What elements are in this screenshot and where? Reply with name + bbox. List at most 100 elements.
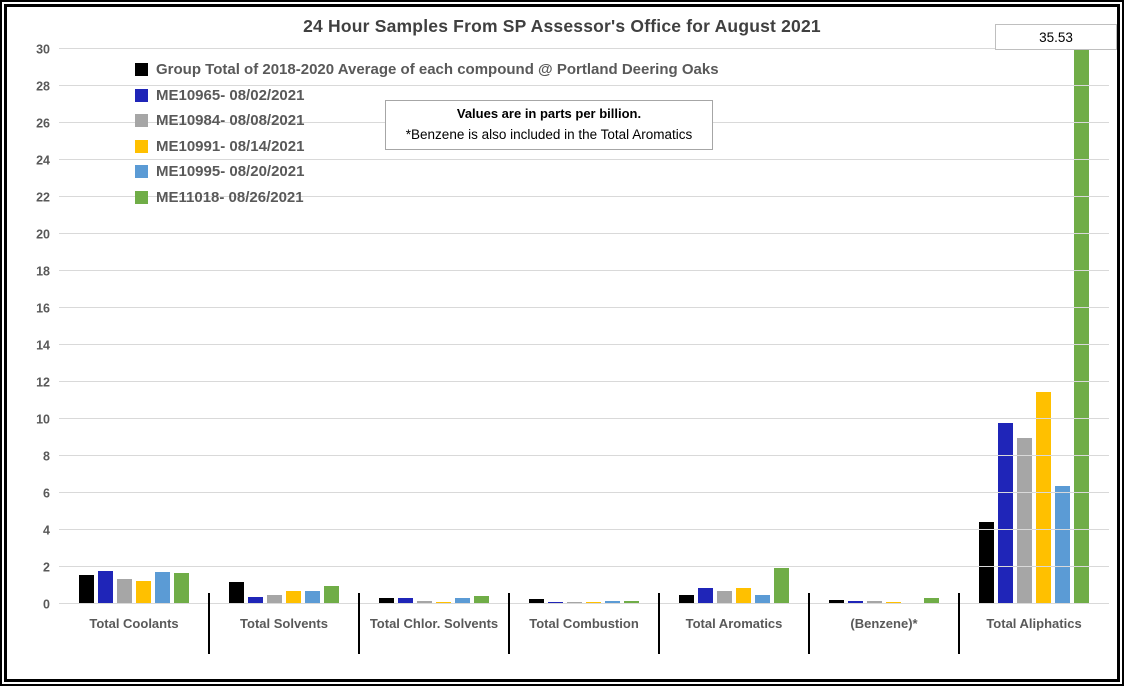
y-tick-label-24: 24: [36, 152, 50, 167]
bar-5-0: [829, 600, 844, 604]
x-label-6: Total Aliphatics: [986, 616, 1082, 631]
gridline-24: [59, 159, 1109, 160]
bar-1-4: [305, 591, 320, 604]
annotation-line-1: Values are in parts per billion.: [456, 106, 642, 122]
legend-item-3: ME10991- 08/14/2021: [135, 134, 719, 160]
bar-2-5: [474, 595, 489, 604]
bar-3-4: [605, 600, 620, 604]
clipped-bar-value-label: 35.53: [995, 24, 1117, 50]
y-tick-label-18: 18: [36, 263, 50, 278]
x-label-0: Total Coolants: [89, 616, 179, 631]
legend-label-2: ME10984- 08/08/2021: [156, 112, 305, 130]
bar-2-3: [436, 601, 451, 604]
legend-label-4: ME10995- 08/20/2021: [156, 163, 305, 181]
gridline-2: [59, 566, 1109, 567]
x-label-1: Total Solvents: [240, 616, 328, 631]
y-tick-label-14: 14: [36, 337, 50, 352]
category-divider-5: [808, 593, 810, 654]
bar-0-4: [155, 571, 170, 604]
legend-swatch-3: [135, 139, 148, 153]
bar-6-2: [1017, 437, 1032, 604]
bar-0-1: [98, 570, 113, 604]
category-divider-3: [508, 593, 510, 654]
y-tick-label-26: 26: [36, 115, 50, 130]
legend-label-5: ME11018- 08/26/2021: [156, 188, 304, 206]
bar-5-2: [867, 600, 882, 604]
y-tick-label-16: 16: [36, 300, 50, 315]
gridline-14: [59, 344, 1109, 345]
bar-group-4: [659, 49, 809, 604]
y-tick-label-10: 10: [36, 411, 50, 426]
bar-2-4: [455, 597, 470, 604]
legend-label-3: ME10991- 08/14/2021: [156, 137, 305, 155]
legend-label-1: ME10965- 08/02/2021: [156, 86, 305, 104]
category-divider-4: [658, 593, 660, 654]
x-label-2: Total Chlor. Solvents: [369, 616, 499, 631]
bar-2-2: [417, 600, 432, 604]
bar-0-5: [174, 573, 189, 604]
y-tick-label-28: 28: [36, 78, 50, 93]
bar-6-4: [1055, 485, 1070, 604]
y-tick-label-12: 12: [36, 374, 50, 389]
legend-swatch-2: [135, 114, 148, 128]
gridline-4: [59, 529, 1109, 530]
bar-group-6: [959, 49, 1109, 604]
bar-4-3: [736, 587, 751, 604]
gridline-10: [59, 418, 1109, 419]
bar-4-0: [679, 594, 694, 604]
bar-6-3: [1036, 392, 1051, 604]
gridline-22: [59, 196, 1109, 197]
y-tick-label-20: 20: [36, 226, 50, 241]
y-tick-label-8: 8: [43, 448, 50, 463]
y-tick-label-30: 30: [36, 41, 50, 56]
y-tick-label-6: 6: [43, 485, 50, 500]
bar-6-0: [979, 521, 994, 604]
x-label-4: Total Aromatics: [685, 616, 783, 631]
bar-5-1: [848, 601, 863, 604]
bar-group-2: [359, 49, 509, 604]
bar-2-1: [398, 598, 413, 604]
gridline-28: [59, 85, 1109, 86]
legend: Group Total of 2018-2020 Average of each…: [135, 57, 719, 210]
bar-group-0: [59, 49, 209, 604]
gridline-18: [59, 270, 1109, 271]
bar-1-2: [267, 594, 282, 604]
gridline-0: [59, 603, 1109, 604]
bar-1-3: [286, 591, 301, 604]
legend-item-4: ME10995- 08/20/2021: [135, 159, 719, 185]
x-axis-labels: Total Coolants Total Solvents Total Chlor.…: [59, 614, 1109, 631]
legend-item-0: Group Total of 2018-2020 Average of each…: [135, 57, 719, 83]
x-label-5: (Benzene)*: [850, 616, 918, 631]
gridline-16: [59, 307, 1109, 308]
annotation-box: Values are in parts per billion. *Benzen…: [385, 100, 713, 150]
bar-4-1: [698, 588, 713, 604]
bar-4-5: [774, 568, 789, 604]
y-tick-label-0: 0: [43, 596, 50, 611]
legend-item-5: ME11018- 08/26/2021: [135, 185, 719, 211]
bar-group-1: [209, 49, 359, 604]
gridline-6: [59, 492, 1109, 493]
y-tick-label-22: 22: [36, 189, 50, 204]
bar-3-0: [529, 599, 544, 604]
bar-0-0: [79, 575, 94, 604]
category-divider-1: [208, 593, 210, 654]
plot-area: [59, 48, 1109, 604]
legend-item-2: ME10984- 08/08/2021: [135, 108, 719, 134]
bar-1-0: [229, 581, 244, 604]
gridline-12: [59, 381, 1109, 382]
legend-item-1: ME10965- 08/02/2021: [135, 83, 719, 109]
bar-2-0: [379, 597, 394, 604]
bar-4-4: [755, 594, 770, 604]
bar-6-5: [1074, 49, 1089, 604]
annotation-line-2: *Benzene is also included in the Total A…: [405, 126, 693, 142]
legend-label-0: Group Total of 2018-2020 Average of each…: [156, 61, 719, 79]
legend-swatch-4: [135, 165, 148, 179]
bar-5-5: [924, 597, 939, 604]
bar-6-1: [998, 422, 1013, 604]
chart-title: 24 Hour Samples From SP Assessor's Offic…: [303, 16, 821, 36]
legend-swatch-0: [135, 63, 148, 77]
legend-swatch-1: [135, 88, 148, 102]
gridline-20: [59, 233, 1109, 234]
y-tick-label-4: 4: [43, 522, 50, 537]
